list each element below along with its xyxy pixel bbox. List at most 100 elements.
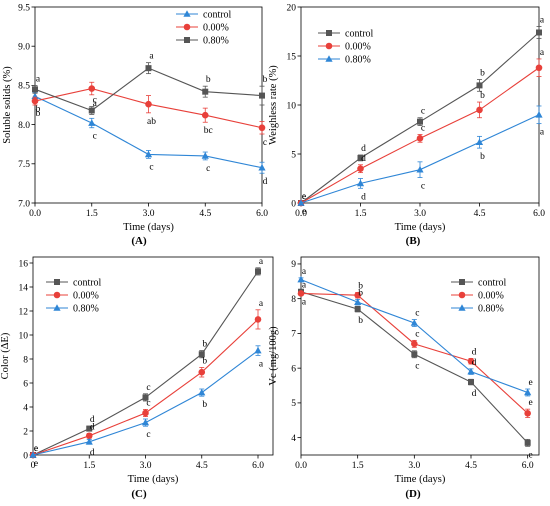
significance-letter: a [36,74,41,84]
legend-label: control [478,278,507,289]
y-tick-label: 6 [291,364,296,374]
significance-letter: b [202,400,207,410]
data-point [198,351,205,358]
plot-frame [300,256,540,456]
legend-label: 0.80% [73,304,99,315]
y-tick-label: 10 [19,331,29,341]
data-point [468,379,474,386]
x-tick-label: 0.0 [29,209,41,219]
chart-panel: 0.0 1.5 3.0 4.5 6.0 7.0 7.5 8.0 8.5 9.0 9.5 Time (d… [2,3,268,247]
significance-letter: ab [147,117,156,127]
data-point [255,268,261,275]
data-point [411,351,418,358]
data-point [88,85,96,92]
x-tick-label: 1.5 [355,209,367,219]
data-point [535,111,543,118]
data-point [297,275,305,283]
data-point [201,111,209,119]
significance-letter: a [259,359,264,369]
significance-letter: e [302,192,306,202]
significance-letter: c [93,96,97,106]
significance-letter: a [540,48,545,58]
significance-letter: d [361,144,366,154]
significance-letter: e [302,192,306,202]
legend-label: control [73,278,102,289]
significance-letter: b [480,152,485,162]
y-tick-label: 15 [287,52,297,62]
legend-label: control [203,10,232,21]
panel-label: (B) [406,235,421,247]
legend-label: 0.00% [478,291,504,302]
y-axis-title: Soluble solids (%) [2,66,13,144]
data-point [467,357,475,365]
legend: control 0.00% 0.80% [176,10,232,47]
legend-label: 0.00% [203,23,229,34]
significance-letter: b [358,316,363,326]
y-tick-label: 8.0 [18,121,30,131]
y-tick-label: 9.0 [18,43,30,53]
data-point [467,367,475,375]
legend-label: 0.80% [345,55,371,66]
data-point [88,107,95,114]
significance-letter: bc [204,126,213,136]
significance-letter: d [472,347,477,357]
legend-label: 0.00% [73,291,99,302]
significance-letter: a [259,299,264,309]
series-line [32,271,259,456]
y-tick-label: 16 [19,259,29,269]
y-tick-label: 7.0 [18,199,30,209]
significance-letter: b [206,75,211,85]
significance-letter: d [90,415,95,425]
y-tick-label: 0 [23,451,28,461]
data-point [356,179,365,187]
data-point [144,150,153,158]
data-series: e d c b a [29,299,264,459]
significance-letter: b [480,69,485,79]
significance-letter: d [361,192,366,202]
legend-marker [325,42,333,50]
data-point [475,138,484,146]
significance-letter: c [415,329,419,339]
data-point [524,388,532,396]
data-point [524,410,531,417]
legend-marker [54,279,60,285]
data-series: bcc cd [31,92,268,187]
y-tick-label: 5 [291,399,296,409]
x-tick-label: 4.5 [474,209,486,219]
chart-panel: 0.0 1.5 3.0 4.5 6.0 4 5 6 7 8 9 Time (days) Vc (mg/1… [268,256,540,500]
data-point [254,316,262,323]
significance-letter: c [93,132,97,142]
legend-marker [53,304,61,311]
data-point [254,346,262,354]
data-point [141,418,150,426]
data-point [410,319,418,326]
data-point [145,100,152,108]
data-point [202,88,209,95]
x-tick-label: 6.0 [252,461,264,471]
significance-letter: e [34,444,38,454]
significance-letter: a [93,99,98,109]
legend-marker [183,10,191,17]
significance-letter: b [480,91,485,101]
legend-label: 0.80% [478,304,504,315]
legend-marker [183,23,191,31]
y-tick-label: 9.5 [18,3,30,13]
data-point [85,432,93,440]
data-point [259,92,265,99]
y-tick-label: 4 [23,403,28,413]
x-axis-title: Time (days) [395,222,446,233]
x-tick-label: 1.5 [83,461,95,471]
significance-letter: c [146,398,150,408]
x-tick-label: 4.5 [196,461,208,471]
legend-marker [326,30,332,36]
data-series: a b c d e [297,267,533,397]
data-point [297,290,305,297]
legend-label: 0.00% [345,42,371,53]
data-point [29,451,37,458]
legend: control 0.00% 0.80% [451,278,507,315]
data-series: e d c b a [297,105,545,217]
data-point [536,29,542,36]
y-tick-label: 9 [291,260,296,270]
x-tick-label: 0.0 [295,209,307,219]
